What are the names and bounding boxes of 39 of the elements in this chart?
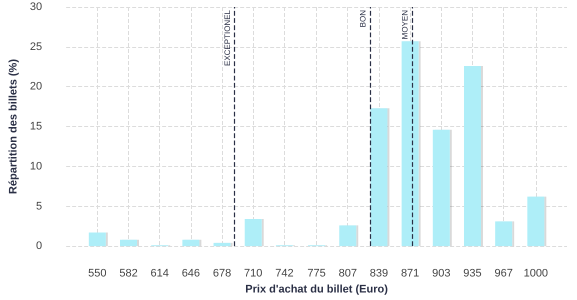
ref-line-label: MOYEN: [400, 10, 410, 40]
bar: [182, 240, 200, 246]
bar: [527, 196, 544, 246]
ref-line-label: EXCEPTIONEL: [223, 9, 232, 66]
bar: [244, 219, 262, 246]
bar: [120, 240, 137, 246]
x-tick-label: 871: [400, 268, 420, 280]
x-tick-label: 903: [432, 268, 450, 280]
x-tick-label: 742: [275, 268, 294, 280]
bar: [339, 225, 356, 246]
bar: [88, 232, 106, 246]
x-tick-label: 710: [244, 268, 262, 280]
bar: [214, 242, 231, 246]
y-tick-label: 10: [30, 160, 42, 172]
x-axis-title: Prix d'achat du billet (Euro): [245, 284, 388, 296]
x-tick-label: 646: [182, 268, 200, 280]
x-tick-label: 582: [119, 268, 138, 280]
bar: [402, 41, 419, 246]
y-tick-label: 25: [30, 40, 42, 53]
x-tick-label: 935: [463, 268, 482, 280]
bar: [495, 221, 512, 246]
x-tick-label: 967: [494, 268, 513, 280]
y-axis-title: Répartition des billets (%): [8, 58, 20, 194]
ref-line-label: BON: [358, 10, 368, 28]
x-tick-label: 807: [338, 268, 357, 280]
y-tick-label: 5: [36, 200, 42, 212]
y-tick-label: 0: [36, 240, 42, 252]
x-tick-label: 614: [150, 268, 169, 280]
bar: [464, 66, 481, 246]
x-tick-label: 550: [88, 268, 106, 280]
y-tick-label: 30: [30, 1, 42, 13]
y-tick-label: 20: [30, 80, 42, 93]
bar: [432, 130, 450, 246]
x-tick-label: 839: [370, 268, 388, 280]
x-tick-label: 1000: [524, 268, 548, 280]
y-tick-label: 15: [30, 120, 42, 133]
x-tick-label: 775: [307, 268, 326, 280]
x-tick-label: 678: [212, 268, 232, 280]
bar: [370, 108, 388, 246]
